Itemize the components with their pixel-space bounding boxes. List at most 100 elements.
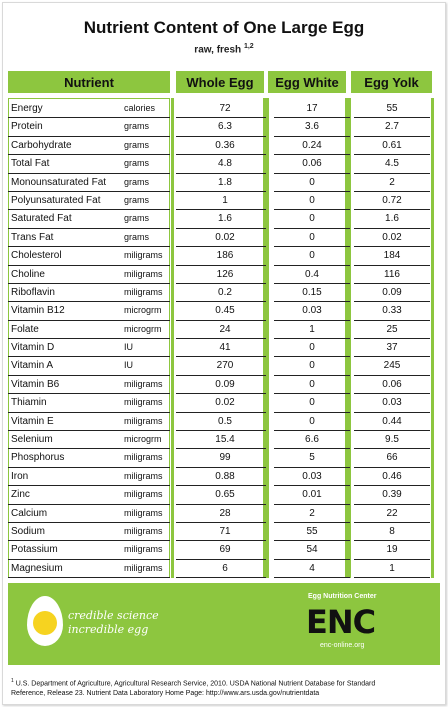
egg-white-value: 6.6 <box>305 434 319 446</box>
egg-white-column-border <box>266 98 348 578</box>
egg-white-value: 55 <box>306 525 318 537</box>
row-divider-segment <box>176 338 266 340</box>
row-divider-segment <box>8 154 170 156</box>
whole-egg-value: 41 <box>219 342 231 354</box>
row-divider-segment <box>176 540 266 542</box>
table-row: Trans Fat grams 0.02 0 0.02 <box>8 229 432 248</box>
nutrient-name: Folate <box>11 323 39 335</box>
egg-yolk-value: 22 <box>386 507 398 519</box>
row-divider-segment <box>8 521 170 523</box>
page-subtitle: raw, fresh 1,2 <box>0 43 448 55</box>
row-divider-segment <box>354 282 430 284</box>
row-divider-segment <box>8 338 170 340</box>
row-divider-segment <box>354 411 430 413</box>
nutrient-unit: miligrams <box>124 286 163 297</box>
row-divider-segment <box>8 264 170 266</box>
nutrient-name: Thiamin <box>11 397 47 409</box>
subtitle-text: raw, fresh <box>194 44 242 56</box>
nutrient-unit: grams <box>124 121 150 132</box>
row-divider-segment <box>8 558 170 560</box>
row-divider-segment <box>354 246 430 248</box>
nutrient-unit: grams <box>124 194 150 205</box>
header-whole-egg: Whole Egg <box>176 71 264 93</box>
egg-yolk-value: 19 <box>386 544 398 556</box>
table-row: Carbohydrate grams 0.36 0.24 0.61 <box>8 137 432 156</box>
row-divider-segment <box>176 301 266 303</box>
row-divider-segment <box>274 282 350 284</box>
row-divider <box>8 227 432 229</box>
row-divider-segment <box>176 393 266 395</box>
nutrient-name: Trans Fat <box>11 231 54 243</box>
nutrient-unit: IU <box>124 360 133 371</box>
table-row: Iron miligrams 0.88 0.03 0.46 <box>8 468 432 487</box>
egg-white-value: 0 <box>309 231 315 243</box>
table-row: Riboflavin miligrams 0.2 0.15 0.09 <box>8 284 432 303</box>
egg-yolk-value: 0.61 <box>382 139 402 151</box>
egg-yolk-value: 0.72 <box>382 194 402 206</box>
row-divider-segment <box>176 282 266 284</box>
row-divider-segment <box>274 374 350 376</box>
egg-yolk-value: 66 <box>386 452 398 464</box>
egg-white-value: 0.03 <box>302 305 322 317</box>
egg-yolk-icon <box>33 611 57 635</box>
egg-white-value: 0 <box>309 176 315 188</box>
row-divider-segment <box>354 540 430 542</box>
row-divider <box>8 466 432 468</box>
egg-yolk-value: 9.5 <box>385 434 399 446</box>
egg-white-value: 0.06 <box>302 158 322 170</box>
egg-yolk-value: 116 <box>384 268 400 280</box>
row-divider-segment <box>274 448 350 450</box>
table-row: Vitamin B6 miligrams 0.09 0 0.06 <box>8 376 432 395</box>
row-divider-segment <box>354 374 430 376</box>
footnote-line-2: Reference, Release 23. Nutrient Data Lab… <box>11 690 320 698</box>
nutrient-unit: miligrams <box>124 525 163 536</box>
row-divider-segment <box>274 393 350 395</box>
header-egg-white: Egg White <box>268 71 346 93</box>
header-egg-yolk: Egg Yolk <box>351 71 432 93</box>
nutrient-name: Zinc <box>11 489 30 501</box>
nutrient-name: Vitamin A <box>11 360 54 372</box>
footnote: 1 U.S. Department of Agriculture, Agricu… <box>11 676 439 699</box>
row-divider-segment <box>354 190 430 192</box>
egg-white-value: 0 <box>309 415 315 427</box>
whole-egg-value: 0.09 <box>215 378 235 390</box>
egg-yolk-value: 0.06 <box>382 378 402 390</box>
table-row: Vitamin A IU 270 0 245 <box>8 357 432 376</box>
row-divider-segment <box>8 503 170 505</box>
row-divider-segment <box>176 503 266 505</box>
nutrient-unit: miligrams <box>124 544 163 555</box>
nutrient-name: Cholesterol <box>11 250 62 262</box>
egg-white-value: 0 <box>309 360 315 372</box>
nutrient-unit: miligrams <box>124 250 163 261</box>
row-divider <box>8 319 432 321</box>
row-divider <box>8 374 432 376</box>
table-row: Total Fat grams 4.8 0.06 4.5 <box>8 155 432 174</box>
row-divider-segment <box>176 117 266 119</box>
egg-yolk-value: 25 <box>386 323 398 335</box>
egg-white-value: 0 <box>309 250 315 262</box>
whole-egg-value: 71 <box>219 525 231 537</box>
footnote-line-1: U.S. Department of Agriculture, Agricult… <box>15 680 376 688</box>
egg-yolk-value: 1 <box>389 562 395 574</box>
row-divider-segment <box>274 301 350 303</box>
row-divider-segment <box>274 485 350 487</box>
nutrient-unit: grams <box>124 139 150 150</box>
row-divider-segment <box>274 190 350 192</box>
org-name: Egg Nutrition Center <box>308 593 377 600</box>
subtitle-footnote-ref: 1,2 <box>243 43 254 50</box>
nutrient-name: Selenium <box>11 434 53 446</box>
nutrient-unit: microgrm <box>124 323 162 334</box>
tagline-credible-science: credible science <box>68 609 159 622</box>
nutrient-name: Total Fat <box>11 158 50 170</box>
row-divider-segment <box>8 246 170 248</box>
table-row: Protein grams 6.3 3.6 2.7 <box>8 118 432 137</box>
nutrient-name: Riboflavin <box>11 286 55 298</box>
egg-yolk-value: 184 <box>383 250 401 262</box>
row-divider-segment <box>8 356 170 358</box>
row-divider <box>8 558 432 560</box>
row-divider-segment <box>176 558 266 560</box>
row-divider-segment <box>354 448 430 450</box>
row-divider-segment <box>354 430 430 432</box>
nutrient-name: Potassium <box>11 544 58 556</box>
whole-egg-value: 1 <box>222 194 228 206</box>
